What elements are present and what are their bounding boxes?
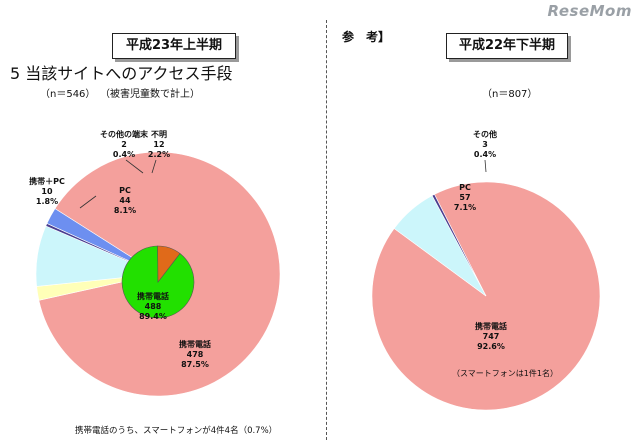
label-pc-name: PC: [119, 186, 131, 195]
left-period-title: 平成23年上半期: [112, 33, 236, 59]
label-right-other-name: その他: [473, 130, 497, 139]
left-footnote: 携帯電話のうち、スマートフォンが4件4名（0.7%）: [75, 426, 278, 436]
label-keitai-value: 478: [186, 350, 204, 359]
label-keitai-pc-value: 10: [41, 187, 53, 196]
label-other-terminal-name: その他の端末: [100, 130, 148, 139]
label-inner-keitai-pct: 89.4%: [139, 312, 167, 321]
resemom-watermark: ReseMom: [547, 2, 632, 20]
label-leader-lines: [79, 159, 487, 209]
label-inner-keitai-value: 488: [144, 302, 162, 311]
right-period-title: 平成22年下半期: [446, 33, 568, 59]
label-right-pc: PC 57 7.1%: [450, 183, 480, 213]
label-unknown: 不明 12 2.2%: [146, 130, 172, 160]
label-right-other: その他 3 0.4%: [470, 130, 500, 160]
label-right-other-pct: 0.4%: [473, 150, 497, 159]
label-inner-keitai: 携帯電話 488 89.4%: [128, 292, 178, 322]
left-pie-slice-4: [46, 208, 159, 275]
label-pc: PC 44 8.1%: [108, 186, 142, 216]
label-right-pc-value: 57: [459, 193, 471, 202]
label-other-terminal-value: 2: [121, 140, 127, 149]
label-unknown-value: 12: [153, 140, 165, 149]
leader-line-unknown: [151, 159, 157, 174]
label-right-pc-pct: 7.1%: [453, 203, 477, 212]
right-sample-size: （n＝807）: [482, 89, 538, 100]
label-right-keitai-pct: 92.6%: [477, 342, 505, 351]
right-pie-chart: [371, 181, 601, 411]
leader-line-right-other: [484, 159, 487, 173]
label-other-terminal: その他の端末 2 0.4%: [98, 130, 150, 160]
label-right-keitai: 携帯電話 747 92.6%: [466, 322, 516, 352]
label-right-other-value: 3: [482, 140, 488, 149]
left-inner-pie-slice-1: [157, 245, 181, 283]
panel-divider: [326, 20, 327, 440]
section-title: 5 当該サイトへのアクセス手段: [10, 64, 233, 83]
label-keitai-pc: 携帯＋PC 10 1.8%: [20, 177, 74, 207]
left-sample-size: （n＝546）: [40, 89, 96, 100]
label-pc-value: 44: [119, 196, 131, 205]
label-other-terminal-pct: 0.4%: [112, 150, 136, 159]
label-right-keitai-name: 携帯電話: [475, 322, 507, 331]
label-right-keitai-value: 747: [482, 332, 500, 341]
label-unknown-name: 不明: [151, 130, 167, 139]
label-right-pc-name: PC: [459, 183, 471, 192]
label-keitai-pct: 87.5%: [181, 360, 209, 369]
reference-label: 参 考】: [342, 30, 391, 44]
leader-line-keitai-pc: [79, 195, 97, 209]
label-inner-keitai-name: 携帯電話: [137, 292, 169, 301]
label-keitai-pc-name: 携帯＋PC: [29, 177, 65, 186]
left-count-note: （被害児童数で計上）: [100, 89, 200, 100]
label-unknown-pct: 2.2%: [147, 150, 171, 159]
label-pc-pct: 8.1%: [113, 206, 137, 215]
left-inner-pie-chart: [121, 245, 195, 319]
label-keitai-name: 携帯電話: [179, 340, 211, 349]
right-pie-slice-2: [431, 193, 487, 297]
leader-line-other-terminal: [125, 159, 144, 174]
right-smartphone-note: （スマートフォンは1件1名）: [452, 369, 558, 378]
label-keitai: 携帯電話 478 87.5%: [170, 340, 220, 370]
label-keitai-pc-pct: 1.8%: [35, 197, 59, 206]
